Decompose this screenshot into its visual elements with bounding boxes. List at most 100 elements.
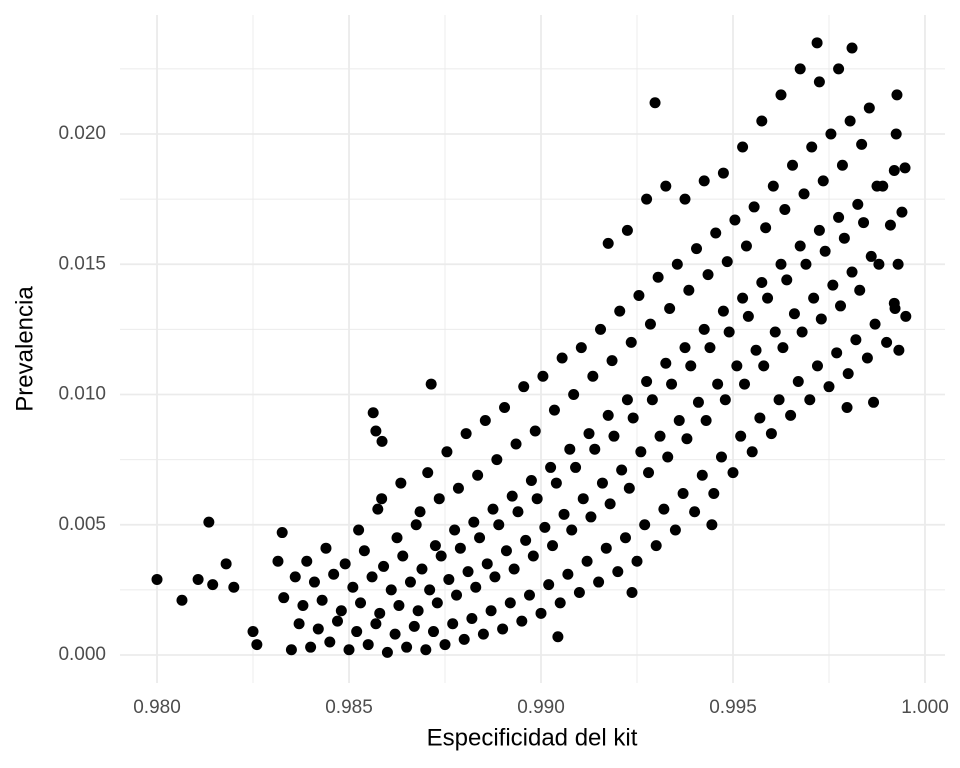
point [794, 240, 806, 252]
point [485, 605, 497, 617]
point [785, 409, 797, 421]
point [602, 237, 614, 249]
point [673, 415, 685, 427]
point [470, 581, 482, 593]
point [504, 597, 516, 609]
point [664, 303, 676, 315]
point [846, 266, 858, 278]
point [427, 626, 439, 638]
point [612, 566, 624, 578]
point [272, 555, 284, 567]
point [297, 600, 309, 612]
point [881, 336, 893, 348]
point [779, 204, 791, 216]
point [401, 641, 413, 653]
x-tick-label: 0.985 [325, 697, 373, 718]
point [794, 63, 806, 75]
point [520, 534, 532, 546]
points [151, 37, 912, 658]
labels: 0.980 0.985 0.990 0.995 1.000 0.000 0.005 0.010… [58, 123, 948, 718]
point [385, 584, 397, 596]
point [372, 503, 384, 515]
point [454, 542, 466, 554]
point [568, 388, 580, 400]
point [900, 310, 912, 322]
point [877, 180, 889, 192]
point [339, 558, 351, 570]
point [616, 464, 628, 476]
point [347, 581, 359, 593]
point [626, 586, 638, 598]
point [554, 597, 566, 609]
point [289, 571, 301, 583]
point [595, 323, 607, 335]
point [841, 402, 853, 414]
point [367, 407, 379, 419]
point [393, 600, 405, 612]
point [863, 102, 875, 114]
point [643, 467, 655, 479]
point [301, 555, 313, 567]
point [750, 344, 762, 356]
point [493, 519, 505, 531]
point [660, 357, 672, 369]
point [852, 198, 864, 210]
point [858, 217, 870, 229]
point [575, 342, 587, 354]
point [552, 631, 564, 643]
point [543, 579, 555, 591]
point [831, 347, 843, 359]
point [788, 308, 800, 320]
point [151, 573, 163, 585]
point [649, 97, 661, 109]
point [658, 503, 670, 515]
point [408, 620, 420, 632]
point [737, 292, 749, 304]
point [491, 454, 503, 466]
point [441, 446, 453, 458]
point [654, 430, 666, 442]
point [564, 443, 576, 455]
point [600, 542, 612, 554]
point [429, 540, 441, 552]
point [220, 558, 232, 570]
point [787, 159, 799, 171]
point [708, 487, 720, 499]
point [558, 508, 570, 520]
point [376, 435, 388, 447]
point [679, 342, 691, 354]
point [746, 446, 758, 458]
point [893, 344, 905, 356]
point [798, 188, 810, 200]
point [447, 618, 459, 630]
point [516, 615, 528, 627]
point [529, 425, 541, 437]
x-tick-label: 0.995 [709, 697, 757, 718]
point [487, 503, 499, 515]
point [531, 493, 543, 505]
point [451, 589, 463, 601]
point [813, 224, 825, 236]
point [758, 360, 770, 372]
point [585, 511, 597, 523]
point [523, 589, 535, 601]
point [833, 63, 845, 75]
point [410, 519, 422, 531]
point [370, 425, 382, 437]
point [474, 532, 486, 544]
point [800, 258, 812, 270]
point [203, 516, 215, 528]
point [316, 594, 328, 606]
point [644, 318, 656, 330]
point [366, 571, 378, 583]
point [351, 626, 363, 638]
point [562, 568, 574, 580]
point [431, 597, 443, 609]
point [581, 555, 593, 567]
point [781, 274, 793, 286]
point [804, 394, 816, 406]
point [589, 443, 601, 455]
x-tick-label: 0.980 [133, 697, 181, 718]
point [376, 493, 388, 505]
point [362, 639, 374, 651]
